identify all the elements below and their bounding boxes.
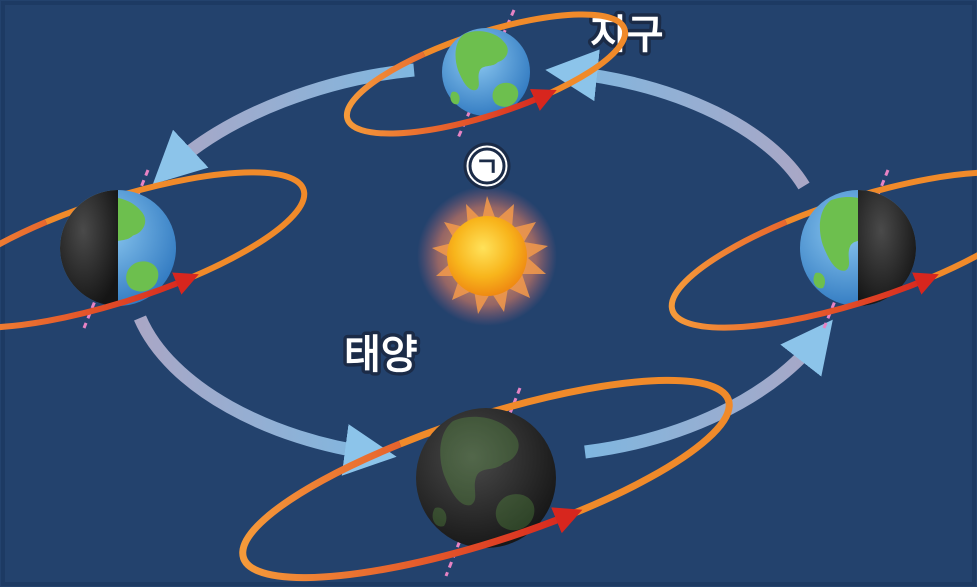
position-marker: ㄱ bbox=[463, 142, 511, 190]
sun-core bbox=[447, 216, 527, 296]
earth-top bbox=[343, 9, 629, 139]
rotation-arrow bbox=[239, 440, 583, 582]
earth-right bbox=[668, 169, 977, 331]
orbit-arrow-bottom-left bbox=[134, 315, 397, 476]
rotation-arrow bbox=[343, 51, 557, 137]
rotation-ring-back bbox=[784, 169, 977, 281]
sun bbox=[417, 186, 557, 326]
marker-inner-ring bbox=[468, 147, 506, 185]
rotation-ring-back bbox=[398, 376, 733, 518]
orbit-arrow-top-right bbox=[545, 49, 810, 190]
earth-left bbox=[0, 169, 308, 331]
earth-bottom bbox=[239, 376, 733, 582]
orbit-arrow-bottom-right bbox=[584, 319, 833, 459]
rotation-arrow bbox=[0, 219, 199, 331]
globe-night-side bbox=[858, 190, 916, 306]
rotation-arrow bbox=[668, 219, 939, 331]
globe-night-side bbox=[60, 190, 118, 306]
marker-text: ㄱ bbox=[475, 153, 499, 183]
sun-label: 태양 bbox=[344, 332, 418, 378]
rotation-ring-back bbox=[44, 169, 308, 281]
